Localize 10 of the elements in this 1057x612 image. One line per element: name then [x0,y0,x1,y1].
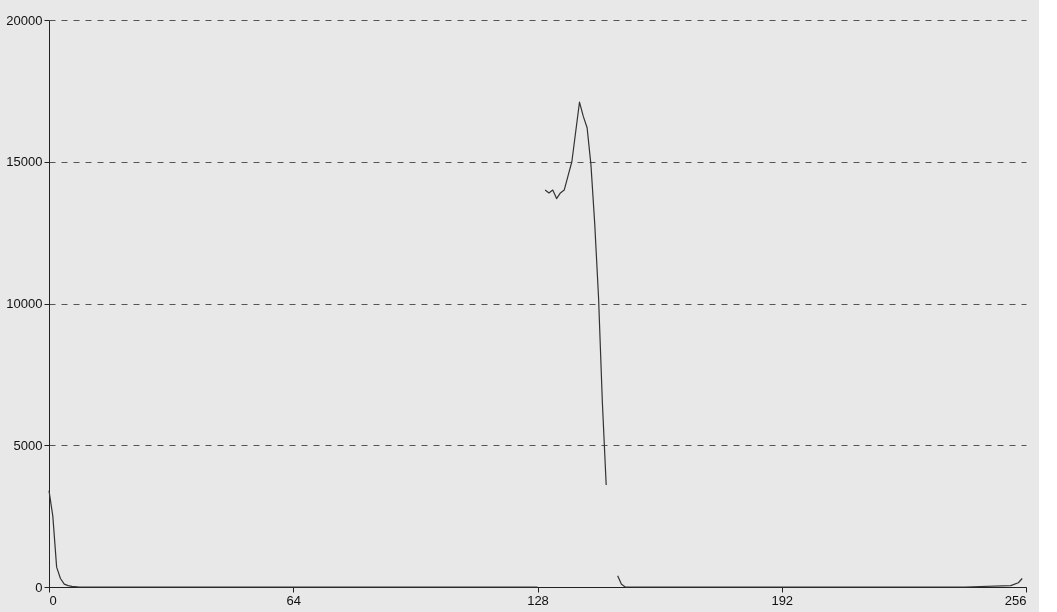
x-tick-label: 256 [1004,592,1027,608]
y-tick-label: 10000 [6,296,43,311]
y-tick-label: 15000 [6,154,43,170]
x-tick-label: 128 [527,592,549,608]
x-tick-label: 192 [771,592,794,608]
x-tick-label: 0 [49,592,57,608]
y-tick-label: 20000 [6,12,43,28]
y-tick-label: 0 [35,579,43,595]
y-tick-label: 5000 [13,437,43,453]
x-tick-label: 64 [286,592,301,608]
